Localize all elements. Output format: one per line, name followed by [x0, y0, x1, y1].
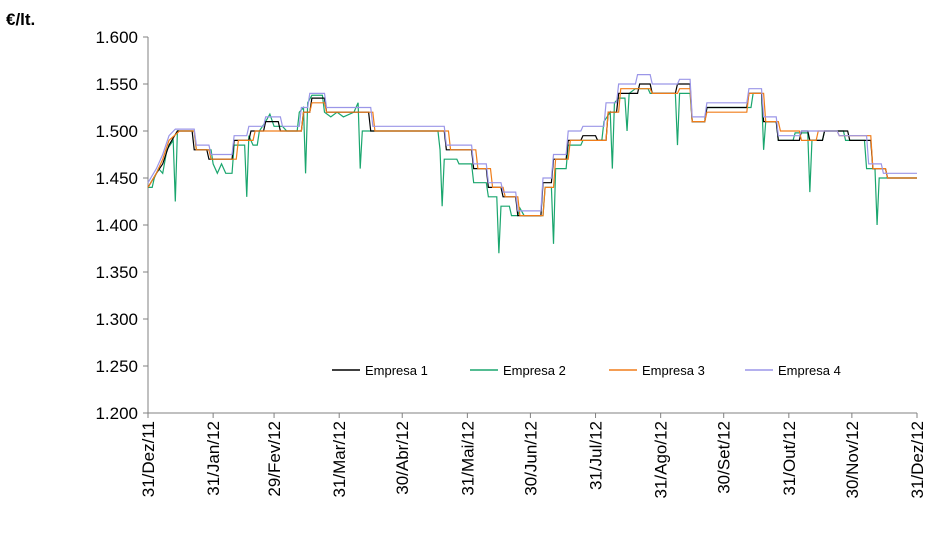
x-tick-label: 29/Fev/12 — [265, 421, 284, 497]
x-tick-label: 31/Dez/11 — [139, 421, 158, 497]
y-tick-label: 1.600 — [95, 28, 138, 47]
x-tick-label: 30/Abr/12 — [393, 421, 412, 495]
y-tick-label: 1.300 — [95, 310, 138, 329]
y-tick-label: 1.200 — [95, 404, 138, 423]
series-line-empresa-1 — [147, 83, 917, 217]
axes — [147, 37, 917, 414]
x-tick-label: 31/Mar/12 — [330, 421, 349, 498]
x-tick-label: 31/Out/12 — [780, 421, 799, 496]
x-axis-ticks: 31/Dez/11 31/Jan/12 29/Fev/12 31/Mar/12 30/A… — [139, 413, 927, 499]
series-line-empresa-3 — [147, 88, 917, 217]
y-tick-label: 1.500 — [95, 122, 138, 141]
y-tick-label: 1.350 — [95, 263, 138, 282]
y-tick-label: 1.550 — [95, 75, 138, 94]
x-tick-label: 31/Jul/12 — [587, 421, 606, 490]
y-axis-unit-label: €/lt. — [6, 10, 35, 29]
series-line-empresa-4 — [147, 73, 917, 212]
y-tick-label: 1.400 — [95, 216, 138, 235]
y-axis-ticks: 1.200 1.250 1.300 1.350 1.400 1.450 1.500 1.550… — [95, 28, 148, 423]
x-tick-label: 31/Jan/12 — [204, 421, 223, 496]
legend: Empresa 1 Empresa 2 Empresa 3 Empresa 4 — [332, 363, 841, 378]
legend-label: Empresa 3 — [642, 363, 705, 378]
legend-label: Empresa 1 — [365, 363, 428, 378]
series-layer — [147, 73, 917, 254]
x-tick-label: 31/Mai/12 — [458, 421, 477, 496]
y-tick-label: 1.450 — [95, 169, 138, 188]
legend-label: Empresa 2 — [503, 363, 566, 378]
legend-label: Empresa 4 — [778, 363, 841, 378]
series-line-empresa-2 — [148, 88, 917, 254]
x-tick-label: 31/Dez/12 — [908, 421, 927, 499]
x-tick-label: 30/Set/12 — [715, 421, 734, 494]
x-tick-label: 31/Ago/12 — [652, 421, 671, 499]
x-tick-label: 30/Nov/12 — [843, 421, 862, 499]
y-tick-label: 1.250 — [95, 357, 138, 376]
x-tick-label: 30/Jun/12 — [521, 421, 540, 496]
